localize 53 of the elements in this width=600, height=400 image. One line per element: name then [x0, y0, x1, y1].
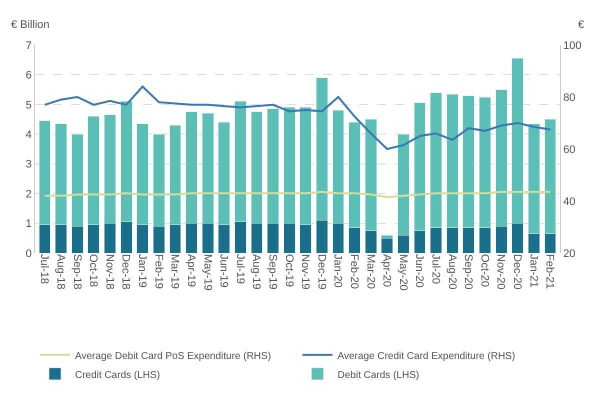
x-tick-label: Feb-21	[544, 254, 556, 289]
x-tick-label: Nov-19	[299, 254, 312, 290]
legend-label: Average Debit Card PoS Expenditure (RHS)	[75, 350, 272, 362]
bar	[381, 238, 394, 253]
y-tick-label: 3	[26, 158, 32, 171]
x-tick-label: May-20	[396, 254, 409, 291]
y2-tick-label: 40	[563, 196, 576, 208]
x-tick-label: Mar-19	[168, 254, 181, 289]
x-tick-label: Oct-20	[478, 254, 490, 288]
legend-label: Credit Cards (LHS)	[75, 370, 160, 381]
x-tick-label: Sep-20	[462, 254, 474, 290]
line-series	[44, 86, 552, 150]
x-tick-label: Jan-21	[527, 254, 540, 288]
x-tick-label: Oct-19	[282, 254, 295, 288]
legend-label: Average Credit Card Expenditure (RHS)	[338, 350, 516, 362]
y-tick-label: 1	[26, 218, 32, 230]
x-tick-label: Jan-19	[136, 254, 148, 288]
x-tick-label: Jun-20	[413, 254, 426, 288]
x-tick-label: Feb-20	[348, 254, 360, 289]
x-tick-label: Dec-19	[315, 254, 328, 290]
x-tick-label: Oct-18	[87, 254, 100, 288]
x-tick-label: Dec-18	[120, 254, 132, 290]
x-tick-label: Jun-19	[218, 254, 230, 288]
y2-tick-label: 20	[563, 248, 576, 260]
y-tick-label: 0	[26, 248, 32, 260]
x-tick-label: Jul-18	[38, 254, 50, 284]
y-tick-label: 2	[26, 188, 32, 200]
x-tick-label: Aug-18	[54, 254, 67, 290]
x-tick-label: Feb-19	[152, 254, 164, 289]
x-tick-label: Sep-18	[70, 254, 83, 290]
x-tick-label: Sep-19	[266, 254, 278, 290]
x-tick-label: Nov-20	[494, 254, 507, 290]
y-tick-label: 5	[26, 99, 32, 112]
y-tick-label: 7	[26, 40, 32, 52]
x-tick-label: Dec-20	[511, 254, 524, 290]
x-tick-label: Apr-19	[184, 254, 197, 288]
x-tick-label: Mar-20	[364, 254, 376, 289]
y2-tick-label: 100	[563, 40, 582, 52]
x-tick-label: Apr-20	[380, 254, 393, 288]
x-tick-label: Jan-20	[332, 254, 344, 288]
x-tick-label: Aug-20	[446, 254, 458, 290]
y2-tick-label: 60	[563, 144, 576, 156]
y-axis-title: € Billion	[11, 19, 50, 31]
y-tick-label: 4	[26, 128, 32, 141]
x-tick-label: Aug-19	[250, 254, 262, 290]
y-tick-label: 6	[26, 70, 32, 82]
legend-label: Debit Cards (LHS)	[338, 370, 420, 381]
x-tick-label: Jul-19	[234, 254, 246, 284]
x-tick-label: Jul-20	[430, 254, 442, 284]
y2-tick-label: 80	[563, 92, 576, 104]
y2-axis-title: €	[578, 19, 584, 31]
x-tick-label: Nov-18	[103, 254, 116, 290]
x-tick-label: May-19	[201, 254, 214, 291]
